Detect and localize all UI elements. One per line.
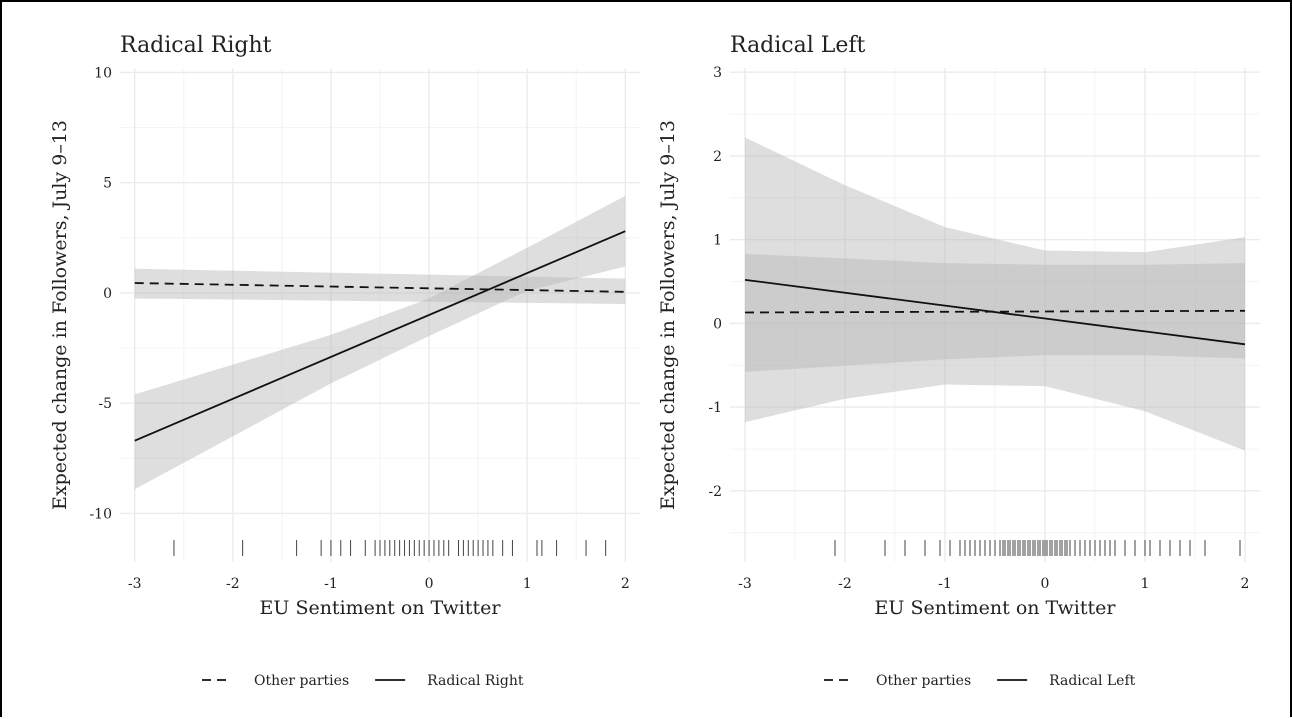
x-tick-label: -2	[226, 576, 240, 592]
series-line	[134, 230, 626, 442]
y-tick-label: 5	[103, 176, 112, 192]
x-axis-label: EU Sentiment on Twitter	[875, 597, 1117, 619]
y-tick-label: -2	[708, 484, 722, 500]
x-tick-label: 0	[1041, 576, 1050, 592]
x-tick-label: -1	[324, 576, 338, 592]
panel-title: Radical Right	[120, 33, 272, 58]
y-axis-label: Expected change in Followers, July 9–13	[49, 120, 71, 510]
x-tick-label: 1	[523, 576, 532, 592]
confidence-band	[134, 268, 626, 304]
confidence-band	[134, 195, 626, 490]
panel-radical-left: -3 -2 -1 0 1 2 -2 -1 0 1 2 3 Radical Left EU Sentimen…	[657, 33, 1260, 689]
legend-label: Other parties	[254, 673, 349, 689]
y-tick-label: -5	[98, 396, 112, 412]
legend-label: Radical Left	[1049, 673, 1136, 689]
y-tick-label: 1	[713, 233, 722, 249]
legend-label: Other parties	[876, 673, 971, 689]
y-tick-label: 0	[103, 286, 112, 302]
x-axis-label: EU Sentiment on Twitter	[260, 597, 502, 619]
series-line	[744, 309, 1246, 314]
y-tick-label: -10	[89, 506, 112, 522]
x-tick-label: 2	[1241, 576, 1250, 592]
x-tick-label: -3	[128, 576, 142, 592]
series-line	[134, 282, 626, 293]
x-tick-label: -2	[838, 576, 852, 592]
x-tick-label: 2	[621, 576, 630, 592]
x-tick-label: 1	[1141, 576, 1150, 592]
legend: Other parties Radical Right	[202, 673, 524, 689]
legend-label: Radical Right	[427, 673, 524, 689]
legend: Other parties Radical Left	[824, 673, 1136, 689]
y-tick-label: 2	[713, 149, 722, 165]
y-tick-label: 3	[713, 65, 722, 81]
x-tick-label: 0	[425, 576, 434, 592]
x-tick-label: -1	[938, 576, 952, 592]
y-tick-label: -1	[708, 400, 722, 416]
confidence-band	[745, 137, 1245, 451]
y-axis-label: Expected change in Followers, July 9–13	[657, 120, 679, 510]
x-tick-label: -3	[738, 576, 752, 592]
series-line	[744, 278, 1246, 346]
y-tick-label: 10	[94, 65, 112, 81]
panel-title: Radical Left	[730, 33, 866, 58]
y-tick-label: 0	[713, 316, 722, 332]
